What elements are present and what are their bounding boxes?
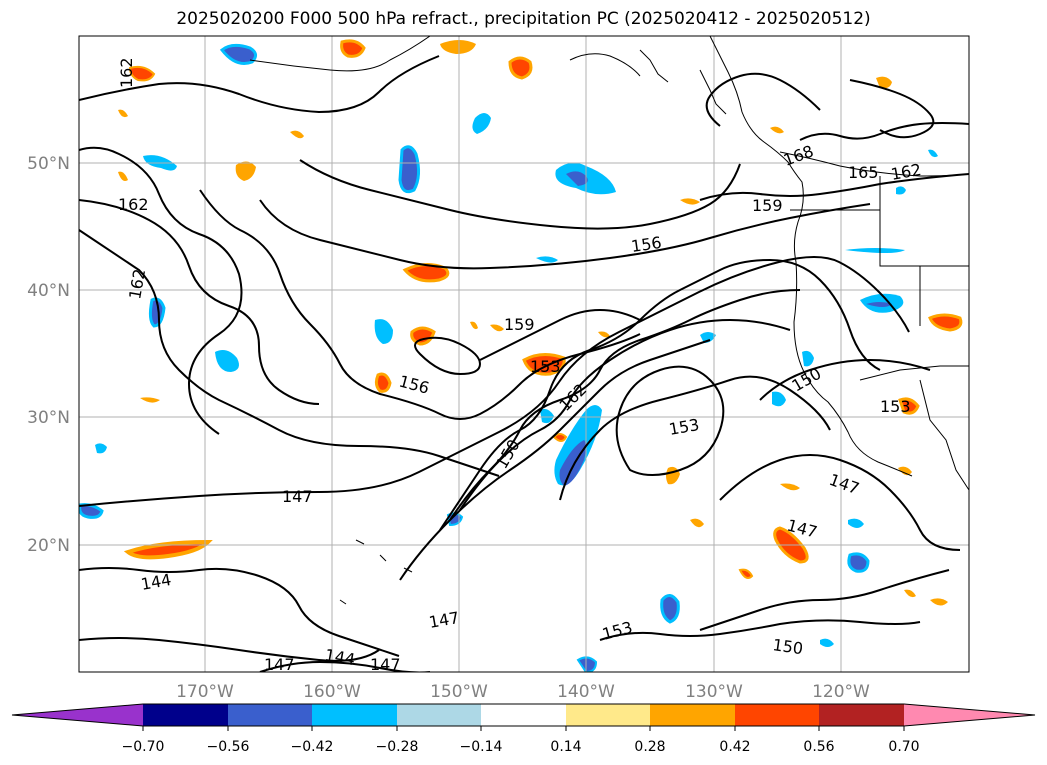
map-content: 162 162 162 159 159 156 156 153 153 153 … (79, 36, 969, 674)
longitude-labels: 170°W 160°W 150°W 140°W 130°W 120°W (176, 682, 870, 702)
lon-label: 170°W (176, 682, 234, 702)
contour-label: 147 (264, 655, 295, 674)
colorbar-tick-label: 0.42 (719, 739, 750, 755)
map-frame (78, 35, 970, 673)
contour-label: 162 (117, 57, 136, 88)
colorbar-tick-label: −0.28 (376, 739, 419, 755)
map-background (79, 36, 969, 672)
colorbar-tick-label: 0.56 (803, 739, 834, 755)
colorbar-segment (312, 704, 397, 726)
lat-label: 20°N (27, 536, 70, 556)
colorbar-segment (735, 704, 819, 726)
precip-shading (79, 39, 963, 672)
colorbar-segment (397, 704, 481, 726)
colorbar-tick-label: −0.14 (460, 739, 503, 755)
colorbar-tick-label: −0.56 (207, 739, 250, 755)
colorbar-tick-label: −0.70 (122, 739, 165, 755)
colorbar-extend-high (904, 704, 1035, 726)
colorbar-segment (650, 704, 735, 726)
refractivity-contours (79, 55, 969, 672)
colorbar-segment (228, 704, 312, 726)
contour-label: 159 (752, 196, 783, 215)
lon-label: 140°W (557, 682, 615, 702)
lat-label: 50°N (27, 154, 70, 174)
contour-label: 159 (504, 315, 535, 334)
contour-label: 156 (630, 233, 663, 256)
lat-label: 30°N (27, 408, 70, 428)
contour-label-group: 162 162 162 159 159 156 156 153 153 153 … (117, 57, 923, 674)
lon-label: 130°W (685, 682, 743, 702)
colorbar-segment (819, 704, 904, 726)
contour-label: 147 (370, 655, 401, 674)
latitude-labels: 50°N 40°N 30°N 20°N (27, 154, 70, 556)
colorbar-segment (481, 704, 566, 726)
contour-label: 162 (118, 195, 149, 214)
colorbar-ticks (142, 726, 905, 731)
lon-label: 150°W (430, 682, 488, 702)
colorbar-tick-label: 0.70 (888, 739, 919, 755)
colorbar-tick-label: 0.28 (634, 739, 665, 755)
colorbar-segment (143, 704, 228, 726)
contour-label: 153 (530, 357, 561, 376)
colorbar-tick-label: 0.14 (550, 739, 581, 755)
contour-label: 165 (848, 163, 879, 182)
colorbar-segment (566, 704, 650, 726)
coastlines (249, 36, 969, 605)
lon-label: 160°W (303, 682, 361, 702)
lon-label: 120°W (812, 682, 870, 702)
contour-label: 153 (880, 397, 911, 416)
contour-label: 150 (771, 635, 804, 658)
contour-label: 147 (282, 487, 313, 506)
lat-label: 40°N (27, 281, 70, 301)
colorbar-tick-label: −0.42 (291, 739, 334, 755)
map-title: 2025020200 F000 500 hPa refract., precip… (176, 9, 871, 29)
colorbar-extend-low (12, 704, 143, 726)
colorbar: −0.70 −0.56 −0.42 −0.28 −0.14 0.14 0.28 … (11, 703, 1036, 755)
